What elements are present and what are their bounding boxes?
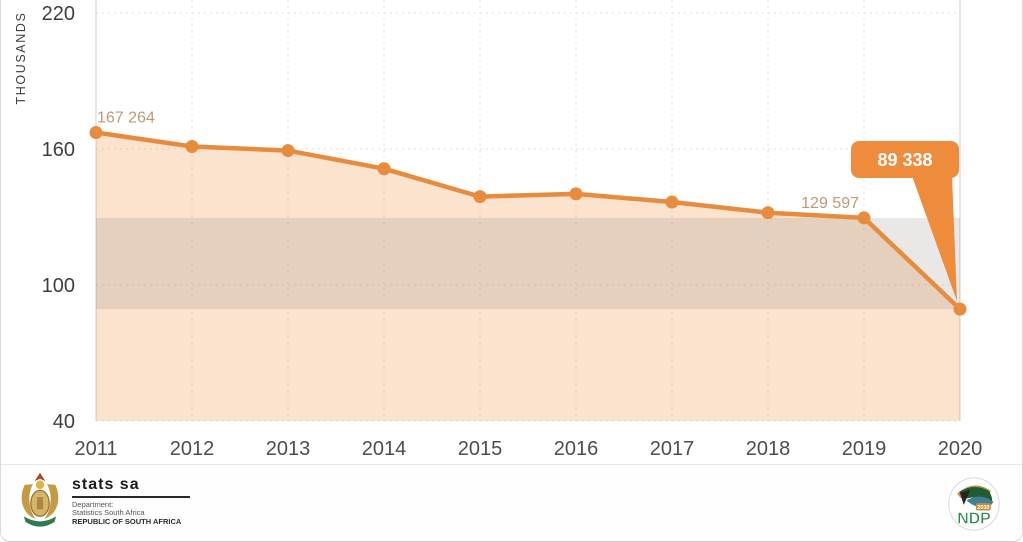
point-label-2019: 129 597 xyxy=(801,195,859,212)
data-point-marker xyxy=(89,126,103,140)
data-point-marker xyxy=(569,187,583,201)
x-tick-label: 2014 xyxy=(362,438,407,460)
x-tick-label: 2019 xyxy=(842,438,887,460)
ndp-2030-icon: 2030 NDP xyxy=(948,477,1000,531)
y-axis-title: THOUSANDS xyxy=(14,12,28,105)
x-tick-label: 2012 xyxy=(170,438,215,460)
callout-bubble xyxy=(851,141,959,178)
data-point-marker xyxy=(761,206,775,220)
ndp-logo: 2030 NDP xyxy=(946,475,1002,538)
data-point-marker xyxy=(473,190,487,204)
statssa-wordmark: stats sa Department: Statistics South Af… xyxy=(72,476,190,527)
data-point-marker xyxy=(857,211,871,225)
statssa-brand: stats sa xyxy=(72,475,140,493)
x-tick-label: 2017 xyxy=(650,438,695,460)
point-label-2011: 167 264 xyxy=(97,110,155,127)
statssa-dept-line2: Statistics South Africa xyxy=(72,508,145,518)
y-tick-label: 220 xyxy=(42,3,75,25)
footer: stats sa Department: Statistics South Af… xyxy=(1,464,1022,541)
data-point-marker xyxy=(665,195,679,209)
statssa-logo-block: stats sa Department: Statistics South Af… xyxy=(17,471,190,531)
x-tick-label: 2011 xyxy=(74,438,117,460)
area-fill xyxy=(96,132,960,422)
x-tick-label: 2020 xyxy=(938,438,983,460)
ndp-name-label: NDP xyxy=(957,511,991,528)
callout-pointer xyxy=(912,176,957,302)
x-tick-label: 2013 xyxy=(266,438,311,460)
ndp-year-label: 2030 xyxy=(977,505,989,511)
y-tick-label: 100 xyxy=(42,275,75,297)
x-tick-label: 2018 xyxy=(746,438,791,460)
data-point-marker xyxy=(281,144,295,158)
line-chart: THOUSANDS 220 160 100 40 2011 2012 2013 2014 201… xyxy=(14,0,983,460)
data-point-marker xyxy=(953,302,967,316)
y-tick-label: 160 xyxy=(42,139,75,161)
data-point-marker xyxy=(377,162,391,176)
y-tick-label: 40 xyxy=(53,411,75,433)
statssa-rule xyxy=(72,495,190,498)
x-tick-label: 2016 xyxy=(554,438,599,460)
x-tick-label: 2015 xyxy=(458,438,503,460)
trend-line xyxy=(93,130,963,312)
statssa-coat-of-arms-icon xyxy=(21,472,59,527)
callout-value: 89 338 xyxy=(877,150,932,170)
data-point-marker xyxy=(185,140,199,154)
statssa-dept-line1: Department: xyxy=(72,499,114,509)
statssa-dept-line3: REPUBLIC OF SOUTH AFRICA xyxy=(72,516,182,526)
highlight-band xyxy=(96,217,960,310)
